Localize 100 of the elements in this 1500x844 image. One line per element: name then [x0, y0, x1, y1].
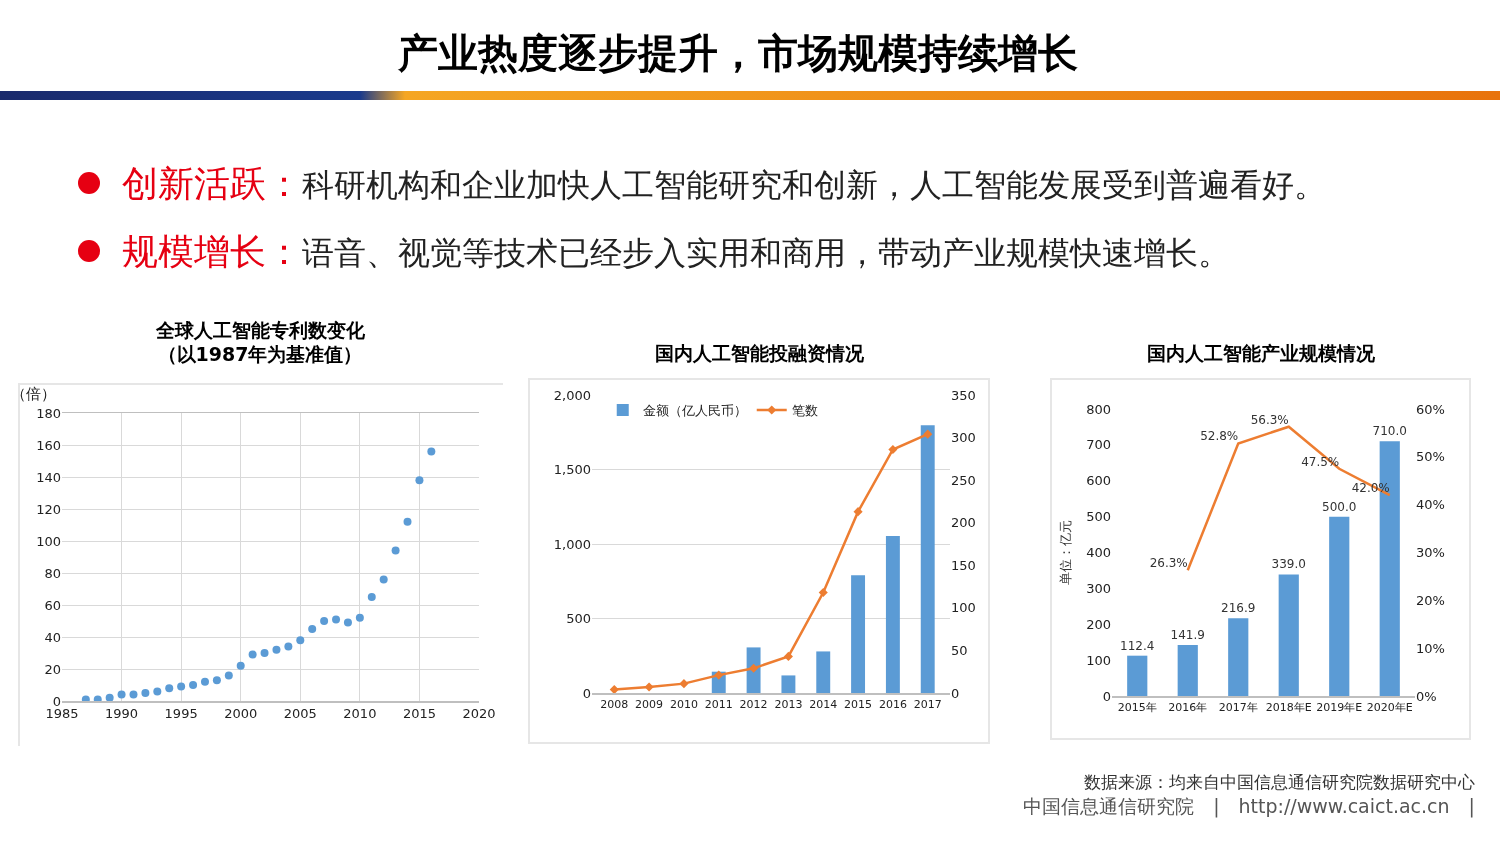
y-tick-label: 200 [1086, 616, 1111, 632]
point [200, 677, 209, 686]
y-tick-label: 100 [36, 533, 61, 549]
point [355, 613, 364, 622]
x-tick-label: 2014 [809, 697, 838, 711]
y-tick-label: 500 [566, 611, 591, 627]
point [783, 651, 793, 661]
y-tick-label: 60 [44, 597, 61, 613]
y-tick-label: 40 [44, 629, 61, 645]
point [367, 593, 376, 601]
x-tick-label: 2010 [343, 706, 377, 722]
point [177, 682, 186, 691]
bar [1329, 516, 1350, 696]
data-label: 710.0 [1372, 424, 1407, 439]
point [141, 689, 150, 697]
data-label: 216.9 [1221, 601, 1256, 616]
legend-label: 笔数 [791, 403, 818, 419]
x-tick-label: 2017年 [1218, 700, 1258, 714]
x-tick-label: 2013 [774, 697, 803, 711]
point [272, 645, 281, 654]
bar [1177, 645, 1198, 696]
bar [816, 651, 831, 693]
x-tick-label: 2018年E [1265, 700, 1312, 714]
x-tick-label: 2012 [739, 697, 768, 711]
data-label: 339.0 [1271, 557, 1306, 572]
y-tick-label: 180 [36, 405, 61, 421]
data-label: 500.0 [1322, 499, 1357, 514]
y-tick-label: 800 [1086, 401, 1111, 417]
y2-tick-label: 300 [951, 430, 976, 446]
data-label: 112.4 [1120, 638, 1155, 653]
x-tick-label: 2019年E [1316, 700, 1363, 714]
x-tick-label: 2000 [224, 706, 258, 722]
chart-title: 国内人工智能投融资情况 [655, 341, 865, 364]
y-tick-label: 300 [1086, 580, 1111, 596]
point [153, 687, 162, 696]
point [236, 661, 245, 670]
point [818, 587, 828, 598]
text: 中国信息通信研究院 | http://www.caict.ac.cn | [1023, 794, 1475, 818]
y-tick-label: 80 [44, 565, 61, 581]
chart-title: 国内人工智能产业规模情况 [1146, 341, 1376, 364]
y-tick-label: 2,000 [553, 387, 591, 403]
y2-tick-label: 20% [1416, 592, 1445, 608]
y-tick-label: 700 [1086, 437, 1111, 453]
y2-tick-label: 100 [951, 600, 976, 616]
point [248, 650, 257, 659]
point [644, 682, 654, 692]
x-tick-label: 2009 [635, 697, 664, 711]
x-tick-label: 2015 [402, 706, 436, 722]
point [853, 507, 863, 517]
point [403, 517, 412, 526]
point [391, 546, 400, 555]
y2-tick-label: 60% [1416, 401, 1445, 417]
x-tick-label: 2016年 [1168, 700, 1208, 714]
point [129, 690, 138, 699]
y2-tick-label: 0% [1416, 688, 1437, 704]
x-tick-label: 2016 [878, 697, 907, 711]
y-tick-label: 120 [36, 501, 61, 517]
x-tick-label: 2010 [669, 697, 698, 711]
point [308, 625, 317, 633]
point [165, 684, 174, 693]
y-axis-title: （倍） [11, 385, 56, 403]
data-label: 141.9 [1170, 628, 1205, 643]
text: 产业热度逐步提升，市场规模持续增长 [398, 29, 1078, 78]
y-tick-label: 1,000 [553, 536, 591, 552]
x-tick-label: 2005 [283, 706, 317, 722]
y-tick-label: 100 [1086, 652, 1111, 668]
point [212, 676, 221, 685]
y-axis-title: 单位：亿元 [1058, 520, 1074, 585]
chart-title: 全球人工智能专利数变化 [154, 318, 366, 341]
y-tick-label: 20 [44, 661, 61, 677]
y-tick-label: 160 [36, 437, 61, 453]
y-tick-label: 0 [1102, 688, 1111, 704]
y2-tick-label: 200 [951, 515, 976, 531]
x-tick-label: 2020年E [1366, 700, 1413, 714]
point [415, 476, 424, 485]
point [332, 615, 341, 624]
y-tick-label: 0 [582, 685, 591, 701]
x-tick-label: 1995 [164, 706, 198, 722]
data-label: 26.3% [1149, 556, 1188, 571]
y2-tick-label: 350 [951, 387, 976, 403]
bar [851, 575, 866, 693]
point [427, 447, 436, 456]
point [343, 618, 352, 627]
point [923, 429, 933, 439]
point [320, 617, 329, 625]
point [379, 575, 388, 584]
y2-tick-label: 40% [1416, 497, 1445, 513]
point [714, 670, 724, 680]
x-tick-label: 2011 [704, 697, 733, 711]
point [749, 663, 759, 673]
bar [1127, 655, 1148, 696]
x-tick-label: 2015 [844, 697, 873, 711]
data-label: 56.3% [1250, 412, 1289, 427]
x-tick-label: 2015年 [1117, 700, 1157, 714]
point [260, 649, 269, 657]
y2-tick-label: 50 [951, 642, 968, 658]
bar [781, 675, 796, 693]
point [296, 636, 305, 645]
y2-tick-label: 50% [1416, 449, 1445, 465]
point [117, 690, 126, 699]
